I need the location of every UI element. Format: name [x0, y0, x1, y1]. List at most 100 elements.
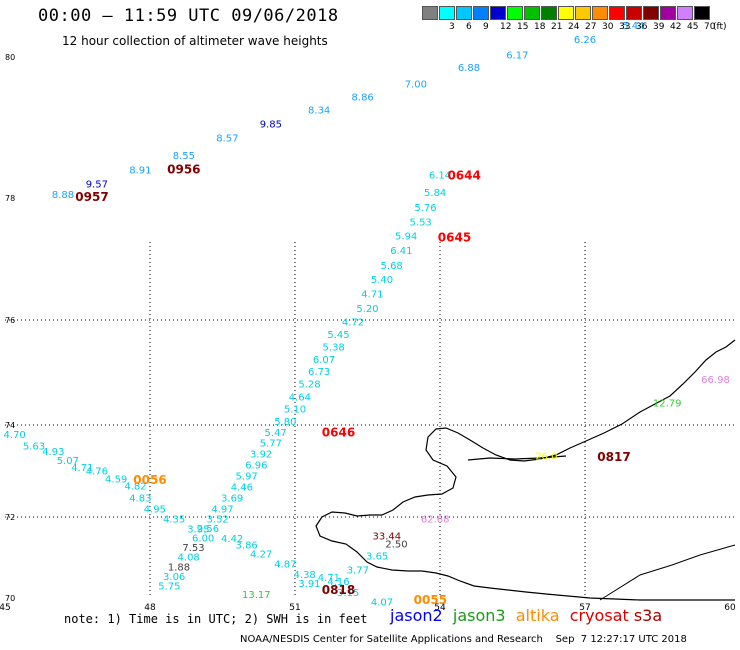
wave-height-value: 4.38	[294, 570, 316, 581]
wave-height-value: 4.64	[289, 392, 311, 403]
wave-height-value: 12.79	[653, 399, 682, 410]
wave-height-value: 1.88	[168, 562, 190, 573]
mission-s3a: s3a	[633, 606, 663, 625]
wave-height-value: 2.50	[385, 539, 407, 550]
x-tick-label: 57	[579, 603, 590, 613]
island-coastline	[315, 339, 736, 601]
wave-height-value: 5.75	[158, 581, 180, 592]
wave-height-value: 26.0	[535, 452, 557, 463]
mission-legend: jason2 jason3 altika cryosat s3a	[390, 606, 662, 625]
legend-swatch	[524, 6, 540, 20]
altimeter-readings: 8.88 9.57 8.91 8.55 8.57 9.85 8.34 8.86 7.00 6.88…	[4, 0, 732, 608]
legend-tick-label: 21	[551, 22, 563, 32]
wave-height-value: 5.76	[414, 203, 436, 214]
wave-height-value: 3.91	[298, 579, 320, 590]
wave-height-value: 4.46	[231, 482, 253, 493]
wave-height-value: 5.47	[265, 428, 287, 439]
wave-height-value: 66.98	[701, 375, 730, 386]
wave-height-value: 5.10	[284, 404, 306, 415]
pass-time-label: 0056	[133, 473, 166, 487]
wave-height-value: 5.68	[381, 261, 403, 272]
wave-height-value: 5.28	[298, 380, 320, 391]
wave-height-value: 4.83	[129, 493, 151, 504]
legend-swatch	[507, 6, 523, 20]
wave-height-value: 5.07	[57, 456, 79, 467]
wave-height-value: 5.45	[327, 330, 349, 341]
wave-height-value: 4.70	[4, 430, 26, 441]
wave-height-value: 3.92	[250, 450, 272, 461]
wave-height-value: 8.57	[216, 134, 238, 145]
legend-tick-label: 70	[704, 22, 716, 32]
pass-time-label: 0646	[322, 426, 355, 440]
y-tick-label: 74	[5, 421, 15, 430]
wave-height-value: 4.08	[178, 553, 200, 564]
legend-swatch	[660, 6, 676, 20]
y-tick-label: 72	[5, 513, 15, 522]
wave-height-value: 9.85	[260, 120, 282, 131]
legend-swatch	[558, 6, 574, 20]
wave-height-value: 4.93	[42, 447, 64, 458]
wave-height-value: 5.63	[23, 441, 45, 452]
wave-height-value: 8.86	[352, 93, 374, 104]
wave-height-value: 6.17	[506, 50, 528, 61]
wave-height-value: 5.40	[371, 275, 393, 286]
y-tick-label: 80	[5, 53, 15, 62]
wave-height-value: 3.06	[163, 572, 185, 583]
legend-tick-label: 18	[534, 22, 546, 32]
wave-height-value: 4.87	[274, 560, 296, 571]
wave-height-value: 4.71	[318, 573, 340, 584]
coastline	[315, 339, 736, 601]
wave-height-value: 2.56	[197, 524, 219, 535]
legend-swatch	[626, 6, 642, 20]
wave-height-value: 4.71	[361, 289, 383, 300]
legend-labels: 3 6 9 12 15 18 21 24 27 30 33 36 39 42 45 70 (ft)	[422, 20, 740, 32]
wave-height-value: 3.77	[347, 566, 369, 577]
wave-height-value: 3.69	[221, 493, 243, 504]
y-tick-label: 76	[5, 316, 15, 325]
map-title: 00:00 – 11:59 UTC 09/06/2018	[38, 6, 339, 26]
wave-height-value: 4.42	[221, 534, 243, 545]
wave-height-value: 5.38	[323, 342, 345, 353]
x-tick-label: 54	[434, 603, 446, 613]
pass-time-label: 0957	[75, 190, 108, 204]
pass-time-label: 0645	[438, 230, 471, 244]
legend-tick-label: 33	[619, 22, 631, 32]
wave-height-value: 3.15	[337, 588, 359, 599]
legend-swatch	[541, 6, 557, 20]
wave-height-value: 8.91	[129, 165, 151, 176]
wave-height-value: 7.53	[182, 543, 204, 554]
color-legend: 3 6 9 12 15 18 21 24 27 30 33 36 39 42 45 70 (ft)	[422, 6, 740, 32]
legend-swatch	[643, 6, 659, 20]
wave-height-value: 4.16	[327, 577, 349, 588]
legend-swatches	[422, 6, 740, 20]
wave-height-value: 6.00	[192, 534, 214, 545]
legend-swatch	[694, 6, 710, 20]
wave-height-value: 4.72	[342, 317, 364, 328]
legend-swatch	[422, 6, 438, 20]
wave-height-value: 4.82	[124, 481, 146, 492]
legend-tick-label: 27	[585, 22, 597, 32]
map-subtitle: 12 hour collection of altimeter wave hei…	[62, 34, 328, 48]
pass-time-label: 0956	[167, 162, 200, 176]
pass-time-label: 0644	[447, 169, 480, 183]
wave-height-value: 21.6	[709, 0, 731, 1]
wave-height-value: 4.95	[144, 504, 166, 515]
wave-height-value: 33.44	[373, 531, 402, 542]
wave-height-value: 8.34	[308, 105, 330, 116]
wave-height-value: 6.96	[245, 461, 267, 472]
axis-tick-labels: 45 48 51 54 57 60 70 72 74 76 78 80	[0, 53, 736, 613]
legend-swatch	[490, 6, 506, 20]
x-tick-label: 51	[289, 603, 300, 613]
wave-height-value: 6.73	[308, 367, 330, 378]
legend-swatch	[439, 6, 455, 20]
wave-height-value: 4.35	[163, 515, 185, 526]
wave-height-value: 5.77	[260, 439, 282, 450]
wave-height-value: 6.14	[429, 170, 451, 181]
wave-height-value: 5.80	[274, 417, 296, 428]
wave-height-value: 3.52	[207, 514, 229, 525]
wave-height-value: 3.65	[366, 552, 388, 563]
wave-height-value: 6.26	[574, 35, 596, 46]
legend-swatch	[592, 6, 608, 20]
wave-height-value: 5.97	[236, 471, 258, 482]
legend-swatch	[473, 6, 489, 20]
